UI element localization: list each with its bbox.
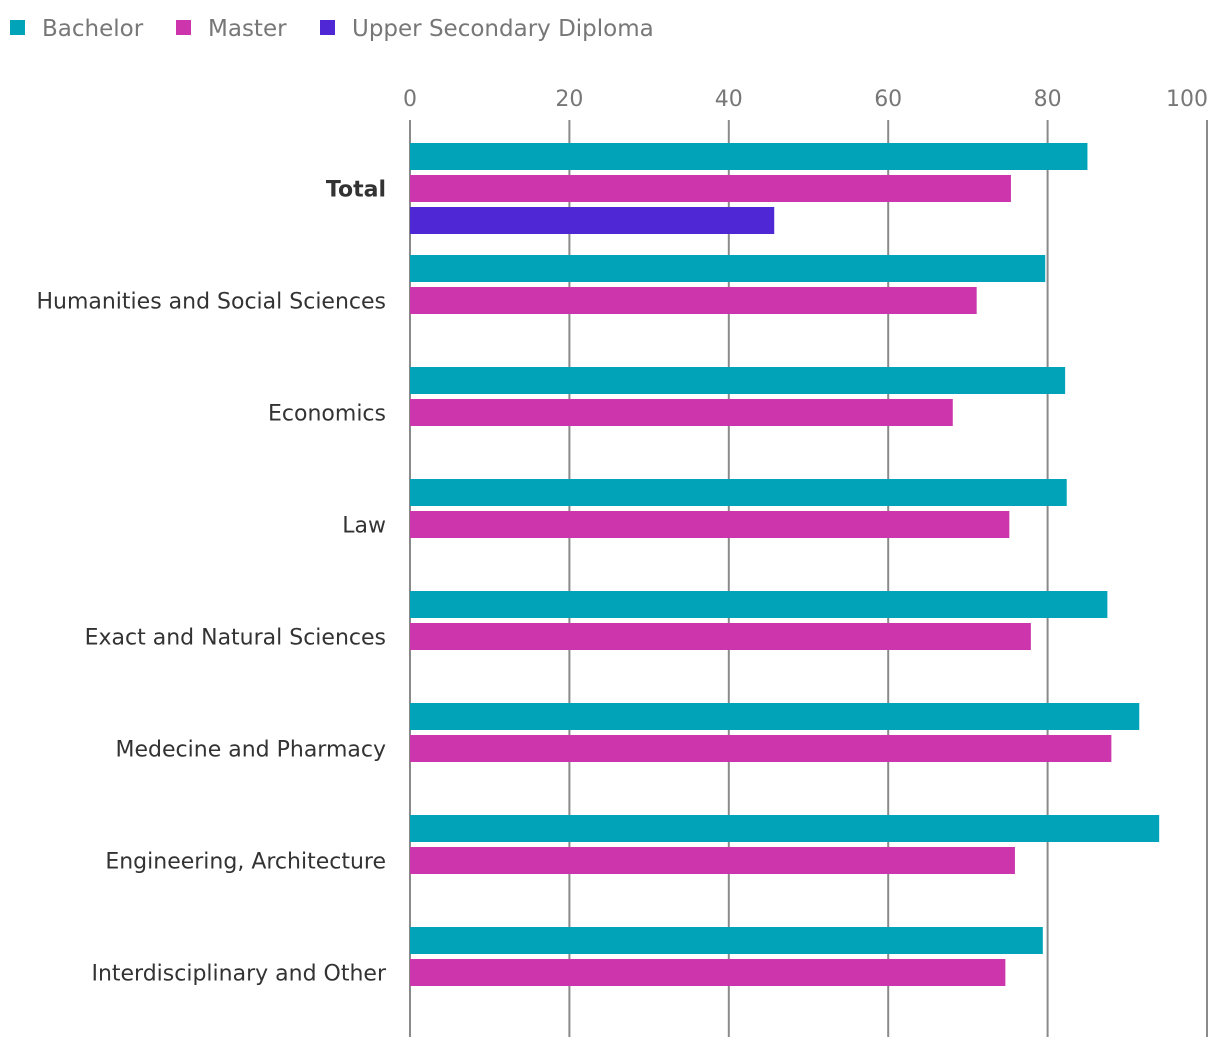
bar-0-master — [410, 175, 1011, 202]
bar-2-master — [410, 399, 953, 426]
legend-label-0: Bachelor — [42, 16, 144, 42]
category-label-5: Medecine and Pharmacy — [116, 738, 386, 763]
bar-6-bachelor — [410, 815, 1160, 842]
tick-label-20: 20 — [555, 87, 583, 112]
category-label-4: Exact and Natural Sciences — [85, 626, 386, 651]
tick-label-40: 40 — [715, 87, 743, 112]
category-labels: Total Humanities and Social Sciences Econo… — [36, 178, 386, 987]
bar-4-master — [410, 623, 1031, 650]
legend-swatch-2 — [320, 20, 335, 35]
bar-1-bachelor — [410, 255, 1046, 282]
bar-6-master — [410, 847, 1015, 874]
bar-2-bachelor — [410, 367, 1066, 394]
category-label-0: Total — [326, 178, 386, 203]
tick-label-0: 0 — [403, 87, 417, 112]
category-label-1: Humanities and Social Sciences — [36, 290, 386, 315]
bar-0-bachelor — [410, 143, 1088, 170]
legend-swatch-1 — [176, 20, 191, 35]
bar-4-bachelor — [410, 591, 1108, 618]
legend-label-2: Upper Secondary Diploma — [352, 16, 654, 42]
bar-5-master — [410, 735, 1112, 762]
category-label-7: Interdisciplinary and Other — [91, 962, 386, 987]
bars — [410, 143, 1160, 986]
legend-swatch-0 — [10, 20, 25, 35]
bar-3-master — [410, 511, 1010, 538]
x-axis-ticks: 0 20 40 60 80 100 — [403, 87, 1208, 112]
category-label-3: Law — [342, 514, 386, 539]
tick-label-80: 80 — [1034, 87, 1062, 112]
tick-label-100: 100 — [1166, 87, 1208, 112]
bar-7-master — [410, 959, 1006, 986]
bar-1-master — [410, 287, 977, 314]
legend: Bachelor Master Upper Secondary Diploma — [10, 16, 654, 42]
category-label-6: Engineering, Architecture — [105, 850, 386, 875]
category-label-2: Economics — [268, 402, 386, 427]
bar-3-bachelor — [410, 479, 1067, 506]
tick-label-60: 60 — [874, 87, 902, 112]
bar-7-bachelor — [410, 927, 1043, 954]
legend-label-1: Master — [208, 16, 287, 42]
bar-0-upper-secondary-diploma — [410, 207, 775, 234]
bar-5-bachelor — [410, 703, 1140, 730]
